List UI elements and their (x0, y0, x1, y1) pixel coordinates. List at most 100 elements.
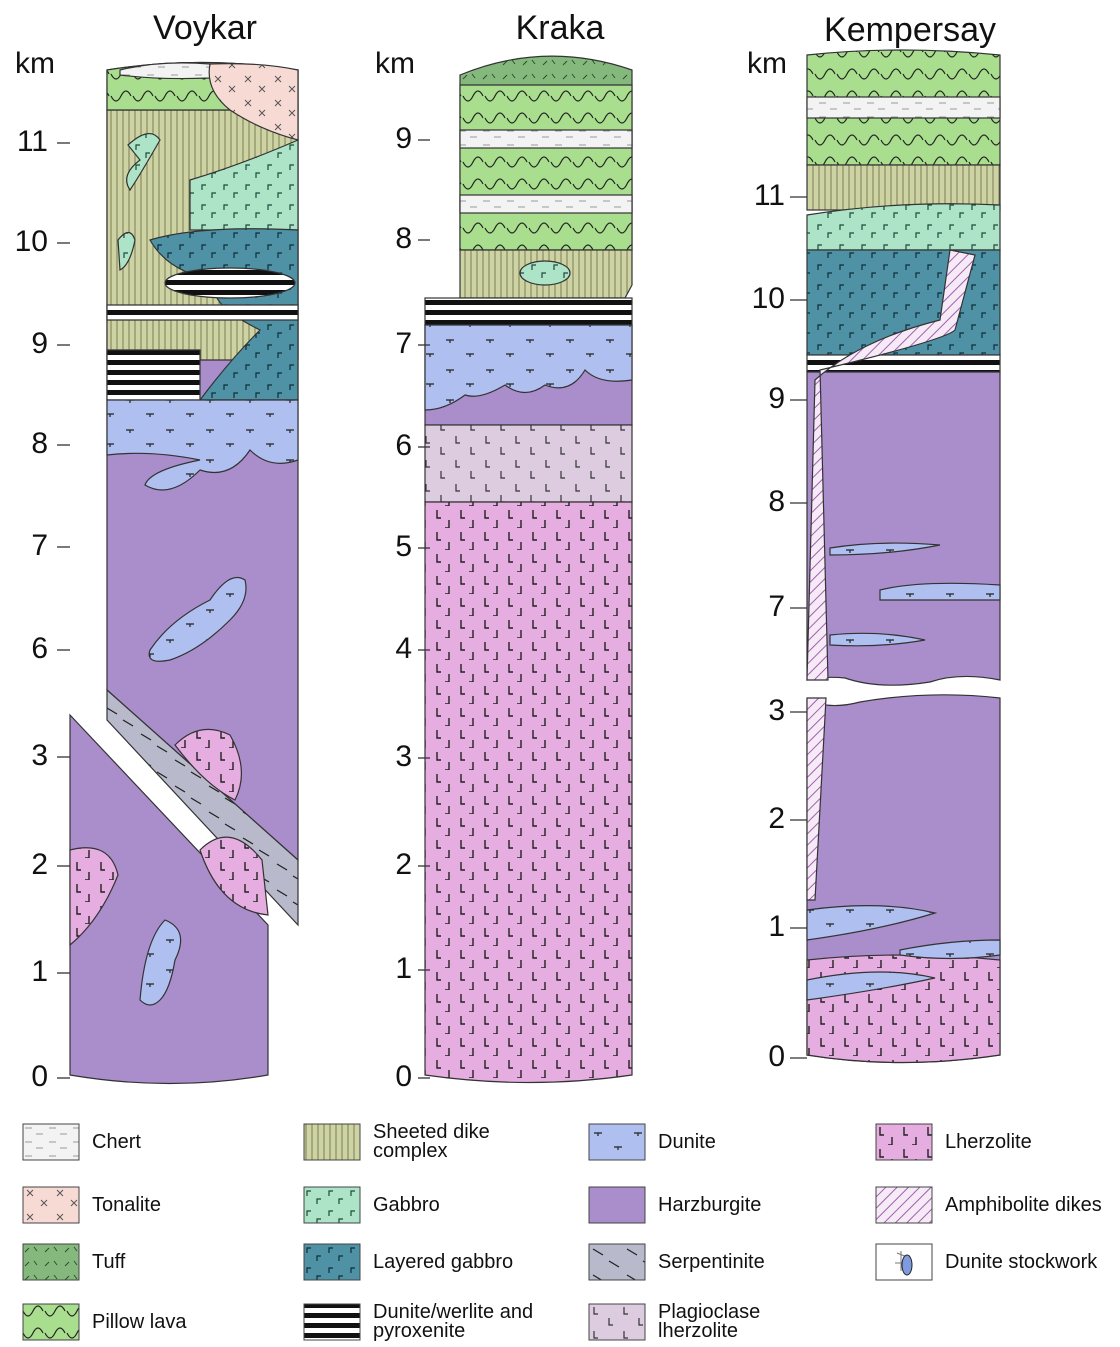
legend-item: Harzburgite (588, 1186, 833, 1224)
swatch-fill (589, 1124, 645, 1160)
column-title: Kempersay (824, 11, 996, 49)
swatch-fill (589, 1304, 645, 1340)
tick-label: 3 (768, 694, 785, 727)
unit-label: km (375, 47, 415, 80)
voykar-column (70, 63, 298, 1084)
legend-swatch (22, 1303, 80, 1341)
swatch-fill (304, 1244, 360, 1280)
tick-label: 11 (17, 125, 48, 158)
legend-label: Amphibolite dikes (945, 1196, 1120, 1215)
swatch-fill (23, 1124, 79, 1160)
legend-swatch (588, 1123, 646, 1161)
tick-label: 9 (768, 382, 785, 415)
legend-item: Dunite (588, 1123, 833, 1161)
legend-swatch (875, 1123, 933, 1161)
legend-label: Chert (92, 1133, 267, 1152)
legend-label: Pillow lava (92, 1313, 267, 1332)
legend-item: Sheeted dike complex (303, 1123, 548, 1161)
tick-label: 7 (768, 590, 785, 623)
legend-swatch (22, 1186, 80, 1224)
legend-label: Gabbro (373, 1196, 548, 1215)
swatch-fill (876, 1124, 932, 1160)
tick-label: 1 (31, 955, 48, 988)
legend-item: Plagioclase lherzolite (588, 1303, 833, 1341)
legend-label: Harzburgite (658, 1196, 833, 1215)
swatch-fill (23, 1304, 79, 1340)
legend-item: Lherzolite (875, 1123, 1120, 1161)
tick-label: 0 (768, 1040, 785, 1073)
tick-label: 7 (31, 529, 48, 562)
kraka-column (425, 56, 632, 1082)
legend-item: Serpentinite (588, 1243, 833, 1281)
legend-swatch (303, 1243, 361, 1281)
tick-label: 10 (15, 225, 48, 258)
tick-label: 11 (754, 179, 785, 212)
tick-label: 3 (31, 739, 48, 772)
tick-label: 0 (31, 1060, 48, 1093)
tick-label: 2 (395, 848, 412, 881)
tick-label: 7 (395, 327, 412, 360)
column-title: Voykar (153, 9, 257, 47)
legend-item: Dunite stockwork (875, 1243, 1120, 1281)
tick-label: 0 (395, 1060, 412, 1093)
legend-swatch (875, 1243, 933, 1281)
tick-label: 9 (31, 327, 48, 360)
kempersay-column (807, 50, 1000, 1063)
tick-label: 2 (31, 848, 48, 881)
legend-label: Plagioclase lherzolite (658, 1303, 833, 1341)
legend-label: Lherzolite (945, 1133, 1120, 1152)
legend-label: Dunite/werlite and pyroxenite (373, 1303, 548, 1341)
tick-label: 1 (395, 952, 412, 985)
tick-label: 1 (768, 910, 785, 943)
legend-item: Pillow lava (22, 1303, 267, 1341)
legend-swatch (588, 1303, 646, 1341)
legend-swatch (303, 1123, 361, 1161)
tick-label: 6 (31, 632, 48, 665)
tick-label: 8 (31, 427, 48, 460)
tick-label: 9 (395, 122, 412, 155)
legend-swatch (22, 1243, 80, 1281)
legend-label: Tonalite (92, 1196, 267, 1215)
tick-label: 5 (395, 530, 412, 563)
legend-swatch (875, 1186, 933, 1224)
tick-label: 8 (768, 485, 785, 518)
swatch-fill (589, 1244, 645, 1280)
tick-label: 3 (395, 740, 412, 773)
legend-item: Chert (22, 1123, 267, 1161)
legend-item: Amphibolite dikes (875, 1186, 1120, 1224)
tick-label: 2 (768, 802, 785, 835)
legend-swatch (22, 1123, 80, 1161)
legend-item: Gabbro (303, 1186, 548, 1224)
legend-label: Dunite stockwork (945, 1253, 1120, 1272)
unit-label: km (15, 47, 55, 80)
swatch-fill (876, 1244, 932, 1280)
tick-label: 4 (395, 632, 412, 665)
legend-item: Dunite/werlite and pyroxenite (303, 1303, 548, 1341)
legend-swatch (303, 1303, 361, 1341)
legend-label: Serpentinite (658, 1253, 833, 1272)
legend-swatch (588, 1243, 646, 1281)
swatch-fill (304, 1187, 360, 1223)
legend-item: Layered gabbro (303, 1243, 548, 1281)
legend-item: Tonalite (22, 1186, 267, 1224)
column-title: Kraka (516, 9, 605, 47)
page: Voykar km Kraka km Kempersay km (0, 0, 1120, 1347)
tick-label: 10 (752, 282, 785, 315)
legend-label: Sheeted dike complex (373, 1123, 548, 1161)
tick-label: 6 (395, 429, 412, 462)
tick-label: 8 (395, 222, 412, 255)
unit-label: km (747, 47, 787, 80)
legend-label: Dunite (658, 1133, 833, 1152)
swatch-fill (23, 1244, 79, 1280)
legend-swatch (303, 1186, 361, 1224)
diagram: Voykar km Kraka km Kempersay km (0, 0, 1120, 1100)
legend-swatch (588, 1186, 646, 1224)
legend-item: Tuff (22, 1243, 267, 1281)
swatch-fill (23, 1187, 79, 1223)
swatch-fill (304, 1304, 360, 1340)
legend-label: Tuff (92, 1253, 267, 1272)
swatch-fill (876, 1187, 932, 1223)
swatch-fill (304, 1124, 360, 1160)
swatch-fill (589, 1187, 645, 1223)
legend-label: Layered gabbro (373, 1253, 548, 1272)
